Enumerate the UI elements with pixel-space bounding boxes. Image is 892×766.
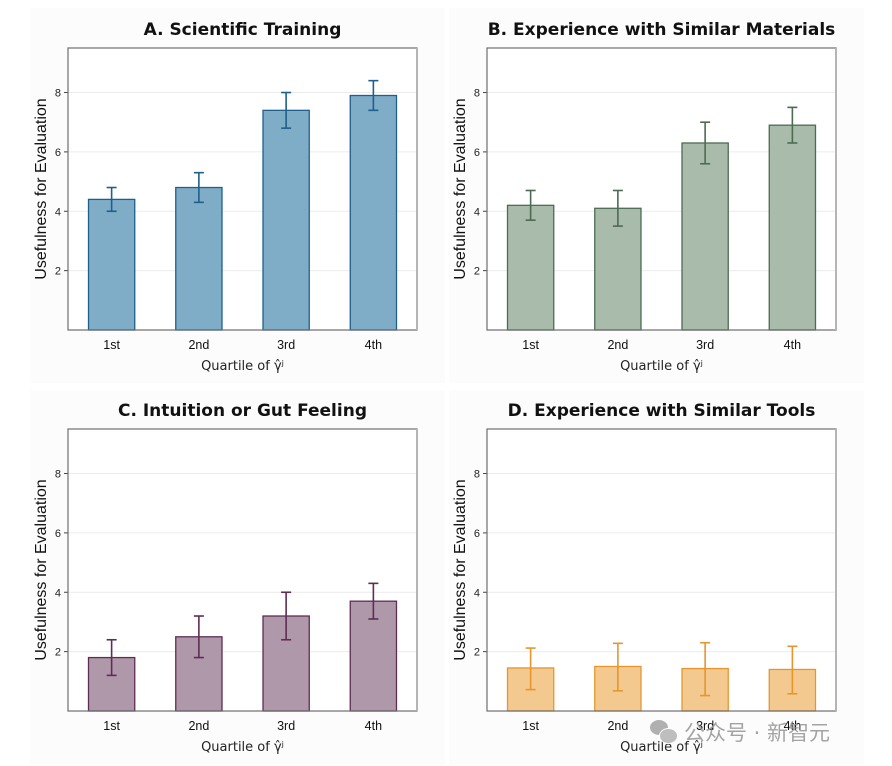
y-tick-label: 8 bbox=[474, 88, 480, 100]
chart-title: B. Experience with Similar Materials bbox=[488, 20, 836, 40]
x-axis-label: Quartile of γ̂ʲ bbox=[201, 359, 284, 374]
y-axis-label: Usefulness for Evaluation bbox=[452, 479, 469, 660]
plot-area bbox=[487, 429, 836, 711]
x-tick-label: 3rd bbox=[277, 719, 295, 733]
x-tick-label: 4th bbox=[365, 719, 382, 733]
y-tick-label: 6 bbox=[55, 528, 61, 540]
x-tick-label: 4th bbox=[784, 338, 801, 352]
x-tick-label: 4th bbox=[784, 719, 801, 733]
x-tick-label: 3rd bbox=[696, 338, 714, 352]
y-tick-label: 2 bbox=[55, 266, 61, 278]
bar bbox=[87, 198, 136, 331]
bar bbox=[349, 94, 398, 331]
y-tick-label: 6 bbox=[55, 147, 61, 159]
chart-panel-c: 2 4 6 8 1st 2nd 3rd 4th C. Intuition or Gut Feel… bbox=[30, 390, 445, 765]
chart-panel-d: 2 4 6 8 1st 2nd 3rd 4th D. Experience with Simil… bbox=[449, 390, 864, 765]
y-axis-label: Usefulness for Evaluation bbox=[33, 98, 50, 279]
x-tick-label: 2nd bbox=[607, 719, 628, 733]
chart-title: D. Experience with Similar Tools bbox=[508, 401, 816, 421]
chart-title: A. Scientific Training bbox=[144, 20, 342, 40]
x-tick-label: 1st bbox=[103, 719, 120, 733]
y-tick-label: 6 bbox=[474, 528, 480, 540]
chart-panel-a: 2 4 6 8 1st 2nd 3rd 4th A. Scientific Training Qu… bbox=[30, 8, 445, 383]
chart-panel-b: 2 4 6 8 1st 2nd 3rd 4th B. Experience with Simil… bbox=[449, 8, 864, 383]
y-tick-label: 8 bbox=[55, 88, 61, 100]
chart-title: C. Intuition or Gut Feeling bbox=[118, 401, 367, 421]
bar bbox=[768, 124, 817, 331]
y-tick-label: 8 bbox=[55, 469, 61, 481]
x-tick-label: 1st bbox=[522, 338, 539, 352]
y-tick-label: 4 bbox=[474, 206, 480, 218]
y-axis-label: Usefulness for Evaluation bbox=[452, 98, 469, 279]
y-tick-label: 4 bbox=[55, 206, 61, 218]
y-tick-label: 2 bbox=[55, 647, 61, 659]
x-tick-label: 4th bbox=[365, 338, 382, 352]
x-axis-label: Quartile of γ̂ʲ bbox=[620, 740, 703, 755]
watermark-text: 公众号 · 新智元 bbox=[684, 721, 831, 745]
x-axis-label: Quartile of γ̂ʲ bbox=[620, 359, 703, 374]
bar bbox=[594, 207, 642, 331]
bar bbox=[681, 142, 729, 331]
x-tick-label: 1st bbox=[522, 719, 539, 733]
x-tick-label: 1st bbox=[103, 338, 120, 352]
wechat-icon bbox=[650, 720, 678, 744]
x-tick-label: 2nd bbox=[188, 338, 209, 352]
x-tick-label: 2nd bbox=[188, 719, 209, 733]
y-axis-label: Usefulness for Evaluation bbox=[33, 479, 50, 660]
x-tick-label: 3rd bbox=[277, 338, 295, 352]
x-tick-label: 2nd bbox=[607, 338, 628, 352]
bar bbox=[175, 186, 223, 331]
y-tick-label: 6 bbox=[474, 147, 480, 159]
y-tick-label: 2 bbox=[474, 266, 480, 278]
y-tick-label: 8 bbox=[474, 469, 480, 481]
x-axis-label: Quartile of γ̂ʲ bbox=[201, 740, 284, 755]
bar bbox=[262, 109, 310, 331]
y-tick-label: 2 bbox=[474, 647, 480, 659]
y-tick-label: 4 bbox=[55, 587, 61, 599]
bar bbox=[506, 204, 555, 331]
y-tick-label: 4 bbox=[474, 587, 480, 599]
x-tick-label: 3rd bbox=[696, 719, 714, 733]
watermark: 公众号 · 新智元 bbox=[650, 716, 830, 748]
